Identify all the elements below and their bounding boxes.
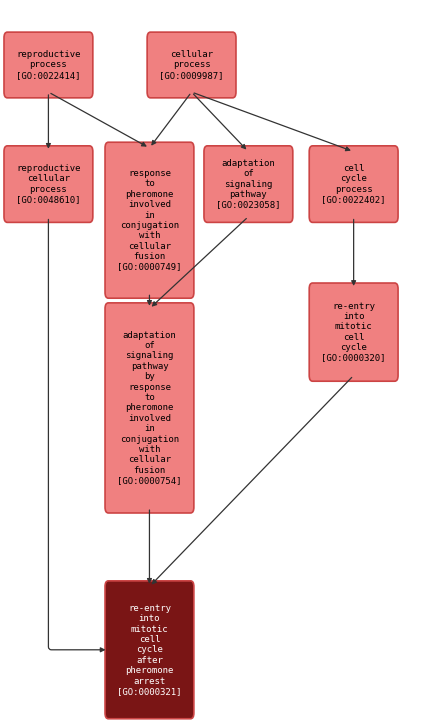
Text: reproductive
cellular
process
[GO:0048610]: reproductive cellular process [GO:004861… bbox=[16, 164, 81, 204]
Text: cellular
process
[GO:0009987]: cellular process [GO:0009987] bbox=[159, 50, 224, 80]
Text: adaptation
of
signaling
pathway
by
response
to
pheromone
involved
in
conjugation: adaptation of signaling pathway by respo… bbox=[117, 331, 182, 485]
FancyBboxPatch shape bbox=[105, 142, 194, 298]
Text: cell
cycle
process
[GO:0022402]: cell cycle process [GO:0022402] bbox=[321, 164, 386, 204]
FancyBboxPatch shape bbox=[204, 146, 293, 222]
FancyBboxPatch shape bbox=[147, 32, 236, 98]
FancyBboxPatch shape bbox=[4, 32, 93, 98]
Text: response
to
pheromone
involved
in
conjugation
with
cellular
fusion
[GO:0000749]: response to pheromone involved in conjug… bbox=[117, 169, 182, 271]
Text: re-entry
into
mitotic
cell
cycle
after
pheromone
arrest
[GO:0000321]: re-entry into mitotic cell cycle after p… bbox=[117, 604, 182, 696]
FancyBboxPatch shape bbox=[105, 580, 194, 718]
FancyBboxPatch shape bbox=[4, 146, 93, 222]
FancyBboxPatch shape bbox=[105, 303, 194, 513]
Text: reproductive
process
[GO:0022414]: reproductive process [GO:0022414] bbox=[16, 50, 81, 80]
Text: re-entry
into
mitotic
cell
cycle
[GO:0000320]: re-entry into mitotic cell cycle [GO:000… bbox=[321, 302, 386, 362]
FancyBboxPatch shape bbox=[309, 146, 398, 222]
Text: adaptation
of
signaling
pathway
[GO:0023058]: adaptation of signaling pathway [GO:0023… bbox=[216, 159, 281, 209]
FancyBboxPatch shape bbox=[309, 283, 398, 381]
